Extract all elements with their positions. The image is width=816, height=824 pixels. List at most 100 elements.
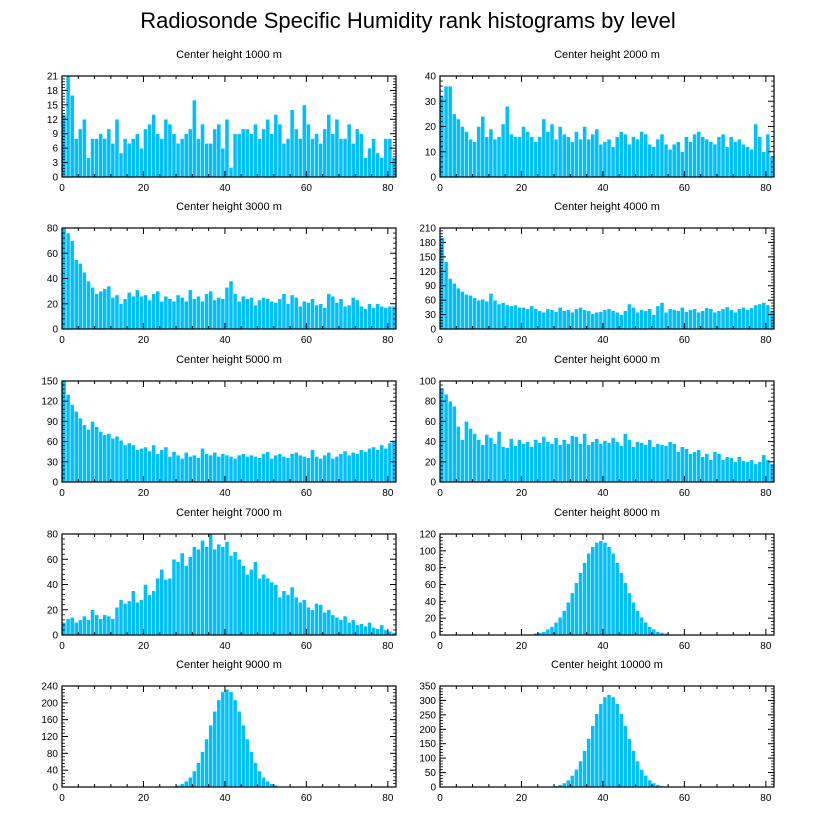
histogram-bar	[78, 619, 83, 636]
histogram-bar	[525, 441, 530, 483]
histogram-bar	[314, 133, 319, 178]
histogram-bar	[143, 446, 148, 483]
histogram-bar	[513, 304, 518, 330]
histogram-bar	[757, 461, 763, 483]
histogram-bar	[110, 297, 116, 330]
histogram-bar	[135, 601, 140, 636]
histogram-bar	[163, 446, 169, 483]
histogram-bar	[65, 232, 71, 330]
histogram-bar	[618, 314, 624, 330]
histogram-bar	[293, 596, 299, 636]
histogram-bar	[387, 138, 393, 178]
y-tick-label: 0	[52, 325, 58, 336]
histogram-bar	[675, 141, 681, 178]
histogram-bar	[456, 118, 461, 178]
histogram-bar	[367, 448, 372, 483]
histogram-bar	[716, 453, 722, 483]
histogram-bar	[220, 298, 226, 330]
x-tick-label: 20	[516, 793, 528, 804]
histogram-bar	[228, 167, 234, 178]
x-tick-label: 40	[597, 641, 609, 652]
histogram-bar	[692, 451, 697, 483]
y-tick-label: 60	[47, 249, 59, 260]
y-tick-label: 20	[425, 614, 437, 625]
histogram-bar	[106, 128, 112, 178]
y-tick-label: 100	[419, 754, 436, 765]
histogram-bar	[188, 289, 193, 330]
panel-frame	[439, 685, 775, 788]
histogram-bar	[200, 123, 205, 178]
histogram-bar	[208, 290, 213, 330]
y-tick-label: 0	[52, 783, 58, 794]
histogram-bar	[456, 426, 461, 483]
histogram-bar	[675, 451, 681, 483]
histogram-bar	[606, 694, 612, 788]
histogram-bar	[196, 138, 201, 178]
histogram-bar	[724, 456, 730, 483]
histogram-bar	[363, 308, 368, 330]
histogram-bar	[472, 141, 477, 178]
histogram-bar	[631, 601, 636, 636]
histogram-bar	[265, 577, 270, 636]
histogram-bar	[602, 696, 608, 788]
histogram-bar	[606, 138, 612, 178]
histogram-bar	[106, 433, 112, 483]
histogram-bar	[627, 439, 632, 483]
histogram-bar	[122, 298, 128, 330]
histogram-bar	[602, 141, 608, 178]
histogram-bar	[443, 393, 449, 483]
histogram-bar	[590, 725, 596, 788]
histogram-bar	[594, 128, 600, 178]
histogram-bar	[261, 453, 266, 483]
histogram-bar	[143, 128, 148, 178]
y-tick-label: 240	[41, 682, 58, 693]
y-tick-label: 20	[47, 299, 59, 310]
x-tick-label: 60	[301, 641, 313, 652]
histogram-bar	[179, 297, 185, 330]
histogram-bar	[236, 559, 242, 636]
histogram-bar	[379, 444, 385, 483]
histogram-bar	[245, 128, 250, 178]
histogram-bar	[627, 143, 632, 178]
histogram-bar	[334, 617, 340, 636]
histogram-bar	[302, 599, 307, 636]
histogram-bar	[139, 295, 144, 330]
histogram-bar	[86, 429, 91, 483]
histogram-bar	[635, 138, 640, 178]
y-tick-label: 9	[52, 129, 58, 140]
histogram-bar	[167, 298, 173, 330]
histogram-bar	[716, 136, 722, 178]
histogram-bar	[310, 298, 315, 330]
histogram-bar	[179, 138, 185, 178]
histogram-bar	[537, 310, 543, 330]
histogram-bar	[553, 311, 559, 330]
histogram-bar	[667, 441, 673, 483]
histogram-bar	[159, 300, 165, 330]
y-tick-label: 12	[47, 115, 59, 126]
histogram-bar	[94, 614, 99, 636]
histogram-bar	[379, 306, 385, 330]
histogram-bar	[553, 437, 559, 483]
histogram-bar	[126, 143, 132, 178]
histogram-bar	[78, 128, 83, 178]
histogram-bar	[155, 290, 161, 330]
histogram-bar	[183, 300, 189, 330]
histogram-bar	[745, 146, 750, 178]
histogram-bar	[594, 311, 600, 330]
x-tick-label: 20	[516, 641, 528, 652]
histogram-bar	[342, 615, 348, 636]
histogram-bar	[728, 457, 734, 483]
histogram-bar	[606, 546, 612, 636]
histogram-bar	[69, 617, 75, 636]
y-tick-label: 0	[52, 631, 58, 642]
histogram-bar	[277, 298, 283, 330]
y-tick-label: 30	[47, 457, 59, 468]
histogram-bar	[188, 556, 193, 636]
histogram-bar	[151, 293, 156, 330]
histogram-bar	[98, 290, 103, 330]
y-tick-label: 150	[419, 252, 436, 263]
histogram-bar	[208, 724, 213, 788]
histogram-bar	[578, 307, 583, 330]
histogram-bar	[204, 143, 209, 178]
histogram-bar	[257, 770, 262, 788]
